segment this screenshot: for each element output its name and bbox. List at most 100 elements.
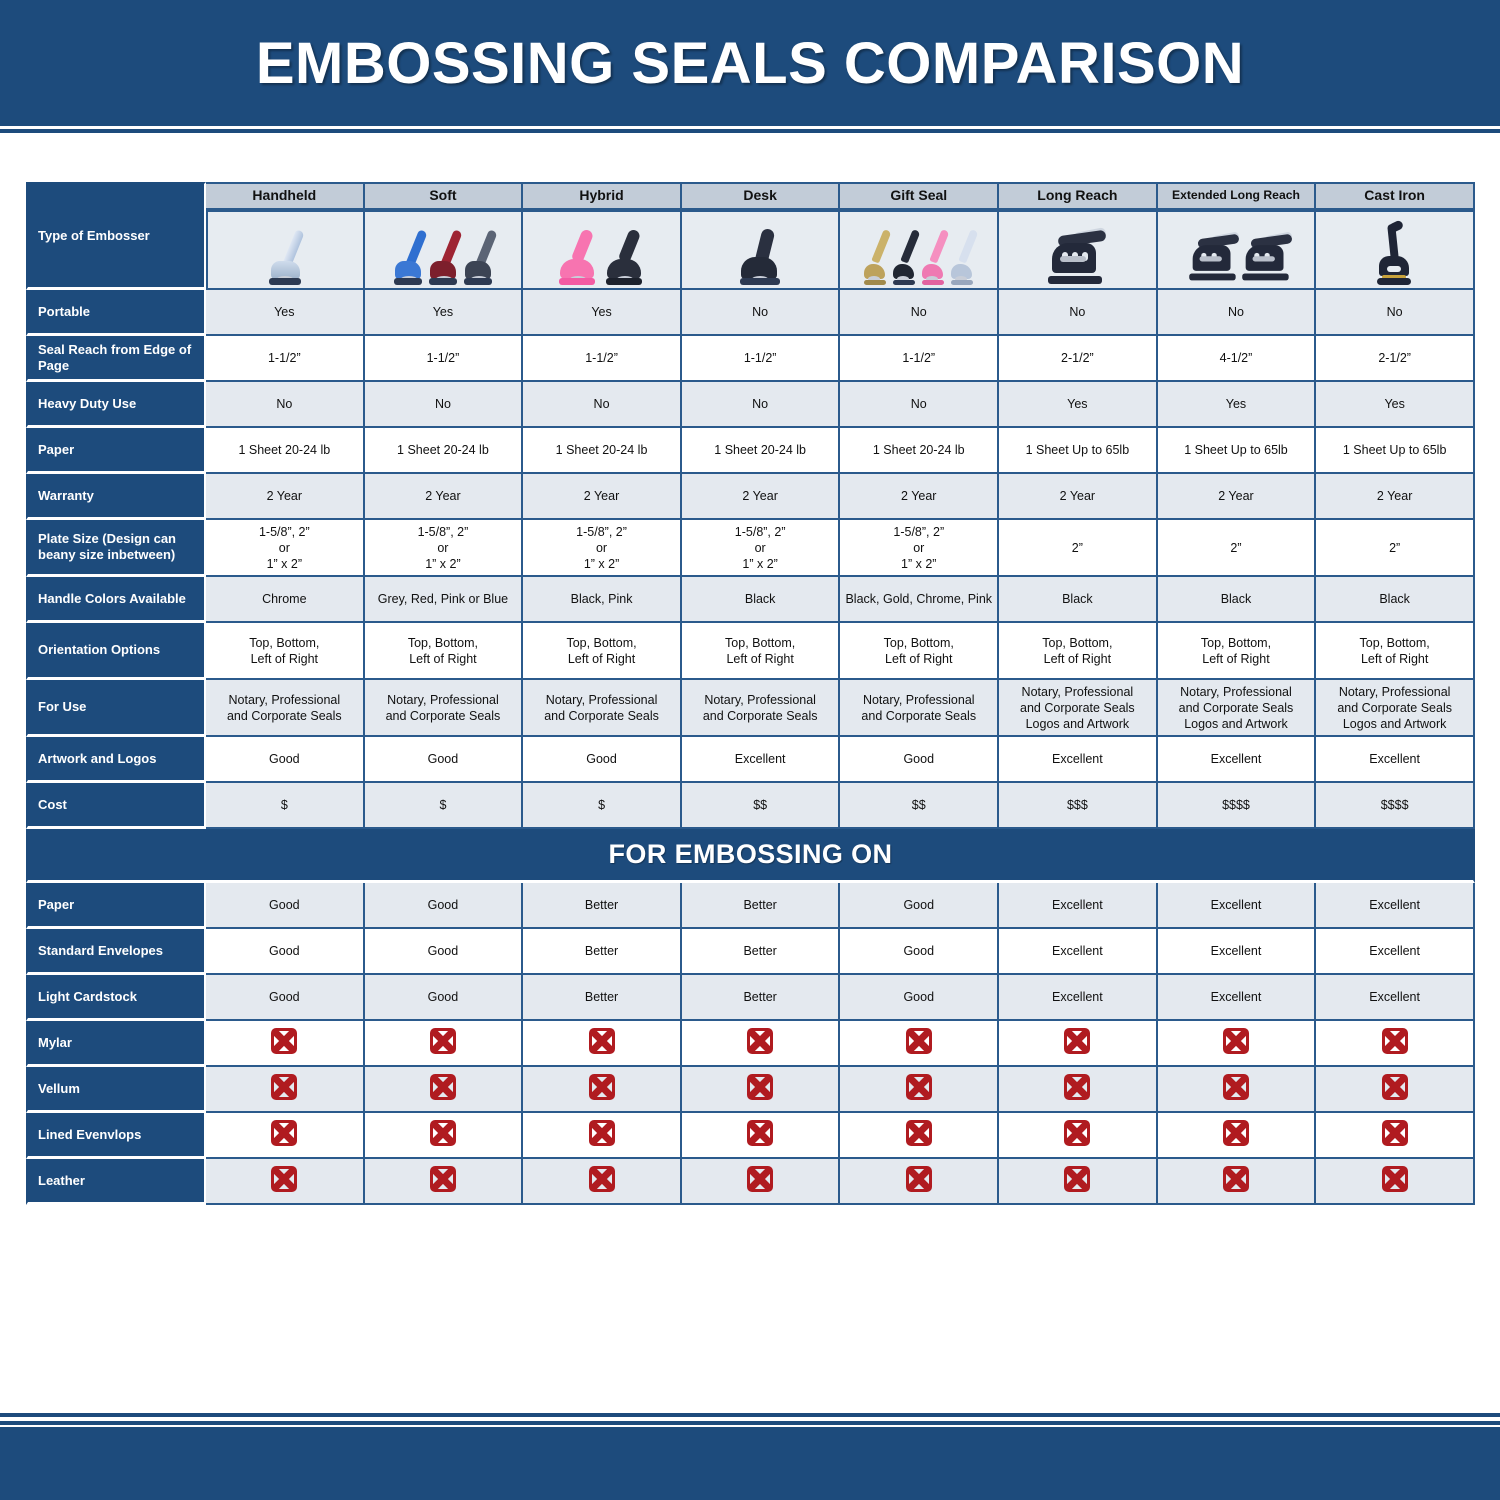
row-label-light-cardstock: Light Cardstock bbox=[26, 975, 207, 1021]
cell-standard-envelopes-desk: Better bbox=[681, 929, 841, 975]
x-mark-icon bbox=[429, 1074, 456, 1100]
cell-standard-envelopes-extended-long-reach: Excellent bbox=[1157, 929, 1317, 975]
x-mark-icon bbox=[271, 1166, 298, 1192]
cell-plate-size-design-can-beany-size-inbetween-desk: 1-5/8”, 2” or 1” x 2” bbox=[681, 520, 841, 577]
x-mark-icon bbox=[271, 1120, 298, 1146]
cell-artwork-and-logos-handheld: Good bbox=[206, 737, 365, 783]
column-header-cast-iron[interactable]: Cast Iron bbox=[1316, 182, 1475, 210]
column-header-extended-long-reach[interactable]: Extended Long Reach bbox=[1157, 182, 1317, 210]
embosser-long-reach-icon bbox=[1001, 214, 1154, 286]
x-mark-icon bbox=[271, 1028, 298, 1054]
cell-cost-soft: $ bbox=[364, 783, 524, 829]
cell-portable-extended-long-reach: No bbox=[1157, 290, 1317, 336]
x-mark-icon bbox=[747, 1166, 774, 1192]
cell-for-use-handheld: Notary, Professional and Corporate Seals bbox=[206, 680, 365, 737]
table-row: Warranty 2 Year 2 Year 2 Year 2 Year 2 Year 2 … bbox=[26, 474, 1475, 520]
cell-light-cardstock-long-reach: Excellent bbox=[999, 975, 1158, 1021]
cell-portable-soft: Yes bbox=[364, 290, 524, 336]
row-label-cost: Cost bbox=[26, 783, 207, 829]
row-label-orientation-options: Orientation Options bbox=[26, 623, 207, 680]
cell-lined-evenvlops-gift-seal bbox=[840, 1113, 1000, 1159]
cell-plate-size-design-can-beany-size-inbetween-handheld: 1-5/8”, 2” or 1” x 2” bbox=[206, 520, 365, 577]
x-mark-icon bbox=[1222, 1166, 1249, 1192]
comparison-table: Type of Embosser Handheld Soft Hybrid De… bbox=[26, 182, 1475, 1205]
cell-leather-long-reach bbox=[999, 1159, 1158, 1205]
cell-cost-long-reach: $$$ bbox=[999, 783, 1158, 829]
product-image-row bbox=[26, 210, 1475, 290]
row-label-warranty: Warranty bbox=[26, 474, 207, 520]
top-banner: EMBOSSING SEALS COMPARISON bbox=[0, 0, 1500, 126]
column-header-hybrid[interactable]: Hybrid bbox=[523, 182, 682, 210]
row-label-portable: Portable bbox=[26, 290, 207, 336]
cell-paper-cast-iron: 1 Sheet Up to 65lb bbox=[1316, 428, 1475, 474]
section-banner-row: FOR EMBOSSING ON bbox=[26, 829, 1475, 883]
row-label-paper: Paper bbox=[26, 883, 207, 929]
cell-orientation-options-soft: Top, Bottom, Left of Right bbox=[364, 623, 524, 680]
table-row: Mylar bbox=[26, 1021, 1475, 1067]
cell-light-cardstock-extended-long-reach: Excellent bbox=[1157, 975, 1317, 1021]
table-row: Paper Good Good Better Better Good Excellent Ex… bbox=[26, 883, 1475, 929]
cell-cost-gift-seal: $$ bbox=[840, 783, 1000, 829]
column-header-gift-seal[interactable]: Gift Seal bbox=[840, 182, 1000, 210]
cell-paper-long-reach: 1 Sheet Up to 65lb bbox=[999, 428, 1158, 474]
cell-paper-hybrid: 1 Sheet 20-24 lb bbox=[523, 428, 682, 474]
cell-portable-long-reach: No bbox=[999, 290, 1158, 336]
row-label-plate-size-design-can-beany-size-inbetween: Plate Size (Design can beany size inbetw… bbox=[26, 520, 207, 577]
x-mark-icon bbox=[588, 1166, 615, 1192]
table-row: Heavy Duty Use No No No No No Yes Yes Yes bbox=[26, 382, 1475, 428]
product-image-long-reach bbox=[999, 210, 1158, 290]
table-row: Light Cardstock Good Good Better Better Good E… bbox=[26, 975, 1475, 1021]
cell-paper-gift-seal: Good bbox=[840, 883, 1000, 929]
cell-vellum-cast-iron bbox=[1316, 1067, 1475, 1113]
cell-seal-reach-from-edge-of-page-soft: 1-1/2” bbox=[364, 336, 524, 382]
cell-seal-reach-from-edge-of-page-extended-long-reach: 4-1/2” bbox=[1157, 336, 1317, 382]
row-label-heavy-duty-use: Heavy Duty Use bbox=[26, 382, 207, 428]
cell-heavy-duty-use-hybrid: No bbox=[523, 382, 682, 428]
column-header-long-reach[interactable]: Long Reach bbox=[999, 182, 1158, 210]
row-label-handle-colors-available: Handle Colors Available bbox=[26, 577, 207, 623]
row-label-artwork-and-logos: Artwork and Logos bbox=[26, 737, 207, 783]
cell-warranty-handheld: 2 Year bbox=[206, 474, 365, 520]
cell-cost-handheld: $ bbox=[206, 783, 365, 829]
cell-portable-desk: No bbox=[681, 290, 841, 336]
cell-light-cardstock-soft: Good bbox=[364, 975, 524, 1021]
column-header-soft[interactable]: Soft bbox=[364, 182, 524, 210]
embosser-soft-icon bbox=[367, 214, 520, 286]
column-header-handheld[interactable]: Handheld bbox=[206, 182, 365, 210]
cell-lined-evenvlops-soft bbox=[364, 1113, 524, 1159]
cell-cost-cast-iron: $$$$ bbox=[1316, 783, 1475, 829]
comparison-table-wrapper: Type of Embosser Handheld Soft Hybrid De… bbox=[26, 182, 1475, 1205]
cell-leather-extended-long-reach bbox=[1157, 1159, 1317, 1205]
cell-lined-evenvlops-cast-iron bbox=[1316, 1113, 1475, 1159]
cell-paper-extended-long-reach: 1 Sheet Up to 65lb bbox=[1157, 428, 1317, 474]
cell-plate-size-design-can-beany-size-inbetween-soft: 1-5/8”, 2” or 1” x 2” bbox=[364, 520, 524, 577]
cell-vellum-extended-long-reach bbox=[1157, 1067, 1317, 1113]
cell-mylar-hybrid bbox=[523, 1021, 682, 1067]
cell-for-use-desk: Notary, Professional and Corporate Seals bbox=[681, 680, 841, 737]
x-mark-icon bbox=[1222, 1120, 1249, 1146]
cell-portable-hybrid: Yes bbox=[523, 290, 682, 336]
cell-heavy-duty-use-handheld: No bbox=[206, 382, 365, 428]
cell-mylar-handheld bbox=[206, 1021, 365, 1067]
cell-paper-extended-long-reach: Excellent bbox=[1157, 883, 1317, 929]
x-mark-icon bbox=[905, 1166, 932, 1192]
x-mark-icon bbox=[429, 1028, 456, 1054]
cell-leather-soft bbox=[364, 1159, 524, 1205]
cell-standard-envelopes-gift-seal: Good bbox=[840, 929, 1000, 975]
cell-plate-size-design-can-beany-size-inbetween-hybrid: 1-5/8”, 2” or 1” x 2” bbox=[523, 520, 682, 577]
x-mark-icon bbox=[588, 1120, 615, 1146]
cell-vellum-long-reach bbox=[999, 1067, 1158, 1113]
x-mark-icon bbox=[747, 1028, 774, 1054]
cell-standard-envelopes-handheld: Good bbox=[206, 929, 365, 975]
cell-cost-desk: $$ bbox=[681, 783, 841, 829]
row-label-vellum: Vellum bbox=[26, 1067, 207, 1113]
column-header-desk[interactable]: Desk bbox=[681, 182, 841, 210]
cell-artwork-and-logos-soft: Good bbox=[364, 737, 524, 783]
cell-lined-evenvlops-hybrid bbox=[523, 1113, 682, 1159]
cell-heavy-duty-use-extended-long-reach: Yes bbox=[1157, 382, 1317, 428]
cell-plate-size-design-can-beany-size-inbetween-gift-seal: 1-5/8”, 2” or 1” x 2” bbox=[840, 520, 1000, 577]
cell-seal-reach-from-edge-of-page-handheld: 1-1/2” bbox=[206, 336, 365, 382]
table-row: Vellum bbox=[26, 1067, 1475, 1113]
x-mark-icon bbox=[588, 1074, 615, 1100]
cell-artwork-and-logos-desk: Excellent bbox=[681, 737, 841, 783]
